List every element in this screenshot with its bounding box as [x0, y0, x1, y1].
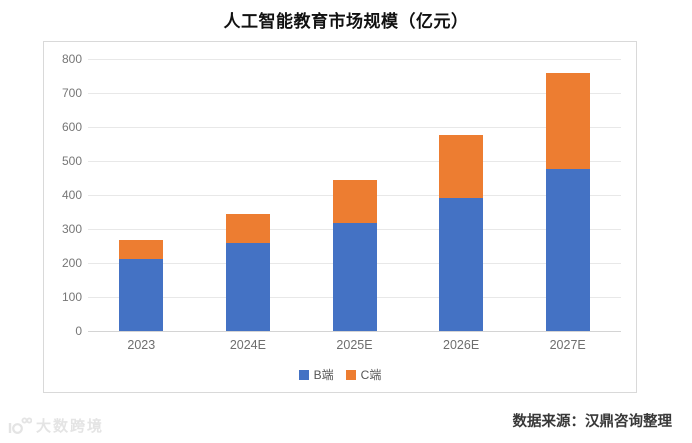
- watermark-logo-icon: [6, 416, 32, 436]
- watermark: 大数跨境: [6, 415, 104, 436]
- chart-panel: 0 100 200 300 400 500 600 700 800 2023 2024E 2025E…: [43, 41, 637, 393]
- bar-segment-C端-2027E: [545, 72, 590, 170]
- legend-label: B端: [313, 368, 334, 382]
- x-tick-label: 2025E: [336, 338, 373, 352]
- legend-swatch-icon: [345, 369, 356, 380]
- x-axis-labels: 2023 2024E 2025E 2026E 2027E: [88, 338, 621, 356]
- y-tick-label: 400: [61, 188, 82, 202]
- gridline: [88, 127, 621, 128]
- bar-segment-C端-2024E: [225, 213, 270, 243]
- bar-segment-C端-2025E: [332, 180, 377, 223]
- y-tick-label: 700: [61, 86, 82, 100]
- gridline: [88, 59, 621, 60]
- legend-item-C端: C端: [345, 366, 382, 383]
- y-tick-label: 0: [75, 324, 82, 338]
- bar-segment-C端-2026E: [439, 134, 484, 199]
- chart-title: 人工智能教育市场规模（亿元）: [223, 12, 469, 31]
- x-tick-label: 2026E: [443, 338, 480, 352]
- bar-segment-B端-2025E: [332, 222, 377, 331]
- bar-segment-B端-2023: [119, 258, 164, 331]
- y-tick-label: 500: [61, 154, 82, 168]
- bar-segment-B端-2024E: [225, 242, 270, 331]
- x-tick-label: 2027E: [549, 338, 586, 352]
- y-tick-label: 800: [61, 52, 82, 66]
- plot-area: [88, 59, 621, 332]
- gridline: [88, 161, 621, 162]
- x-tick-label: 2024E: [229, 338, 266, 352]
- y-axis-labels: 0 100 200 300 400 500 600 700 800: [46, 52, 82, 338]
- legend-swatch-icon: [298, 369, 309, 380]
- bars: [88, 59, 621, 331]
- legend-item-B端: B端: [298, 366, 334, 383]
- y-tick-label: 200: [61, 256, 82, 270]
- gridline: [88, 93, 621, 94]
- legend-label: C端: [360, 368, 382, 382]
- legend: B端 C端: [44, 366, 636, 383]
- x-tick-label: 2023: [127, 338, 156, 352]
- y-tick-label: 100: [61, 290, 82, 304]
- bar-segment-C端-2023: [119, 239, 164, 259]
- y-tick-label: 600: [61, 120, 82, 134]
- bar-segment-B端-2026E: [439, 198, 484, 331]
- data-source-note: 数据来源：汉鼎咨询整理: [512, 414, 673, 430]
- x-axis-line: [88, 331, 621, 332]
- bar-segment-B端-2027E: [545, 169, 590, 331]
- watermark-brand-text: 大数跨境: [36, 418, 105, 435]
- y-tick-label: 300: [61, 222, 82, 236]
